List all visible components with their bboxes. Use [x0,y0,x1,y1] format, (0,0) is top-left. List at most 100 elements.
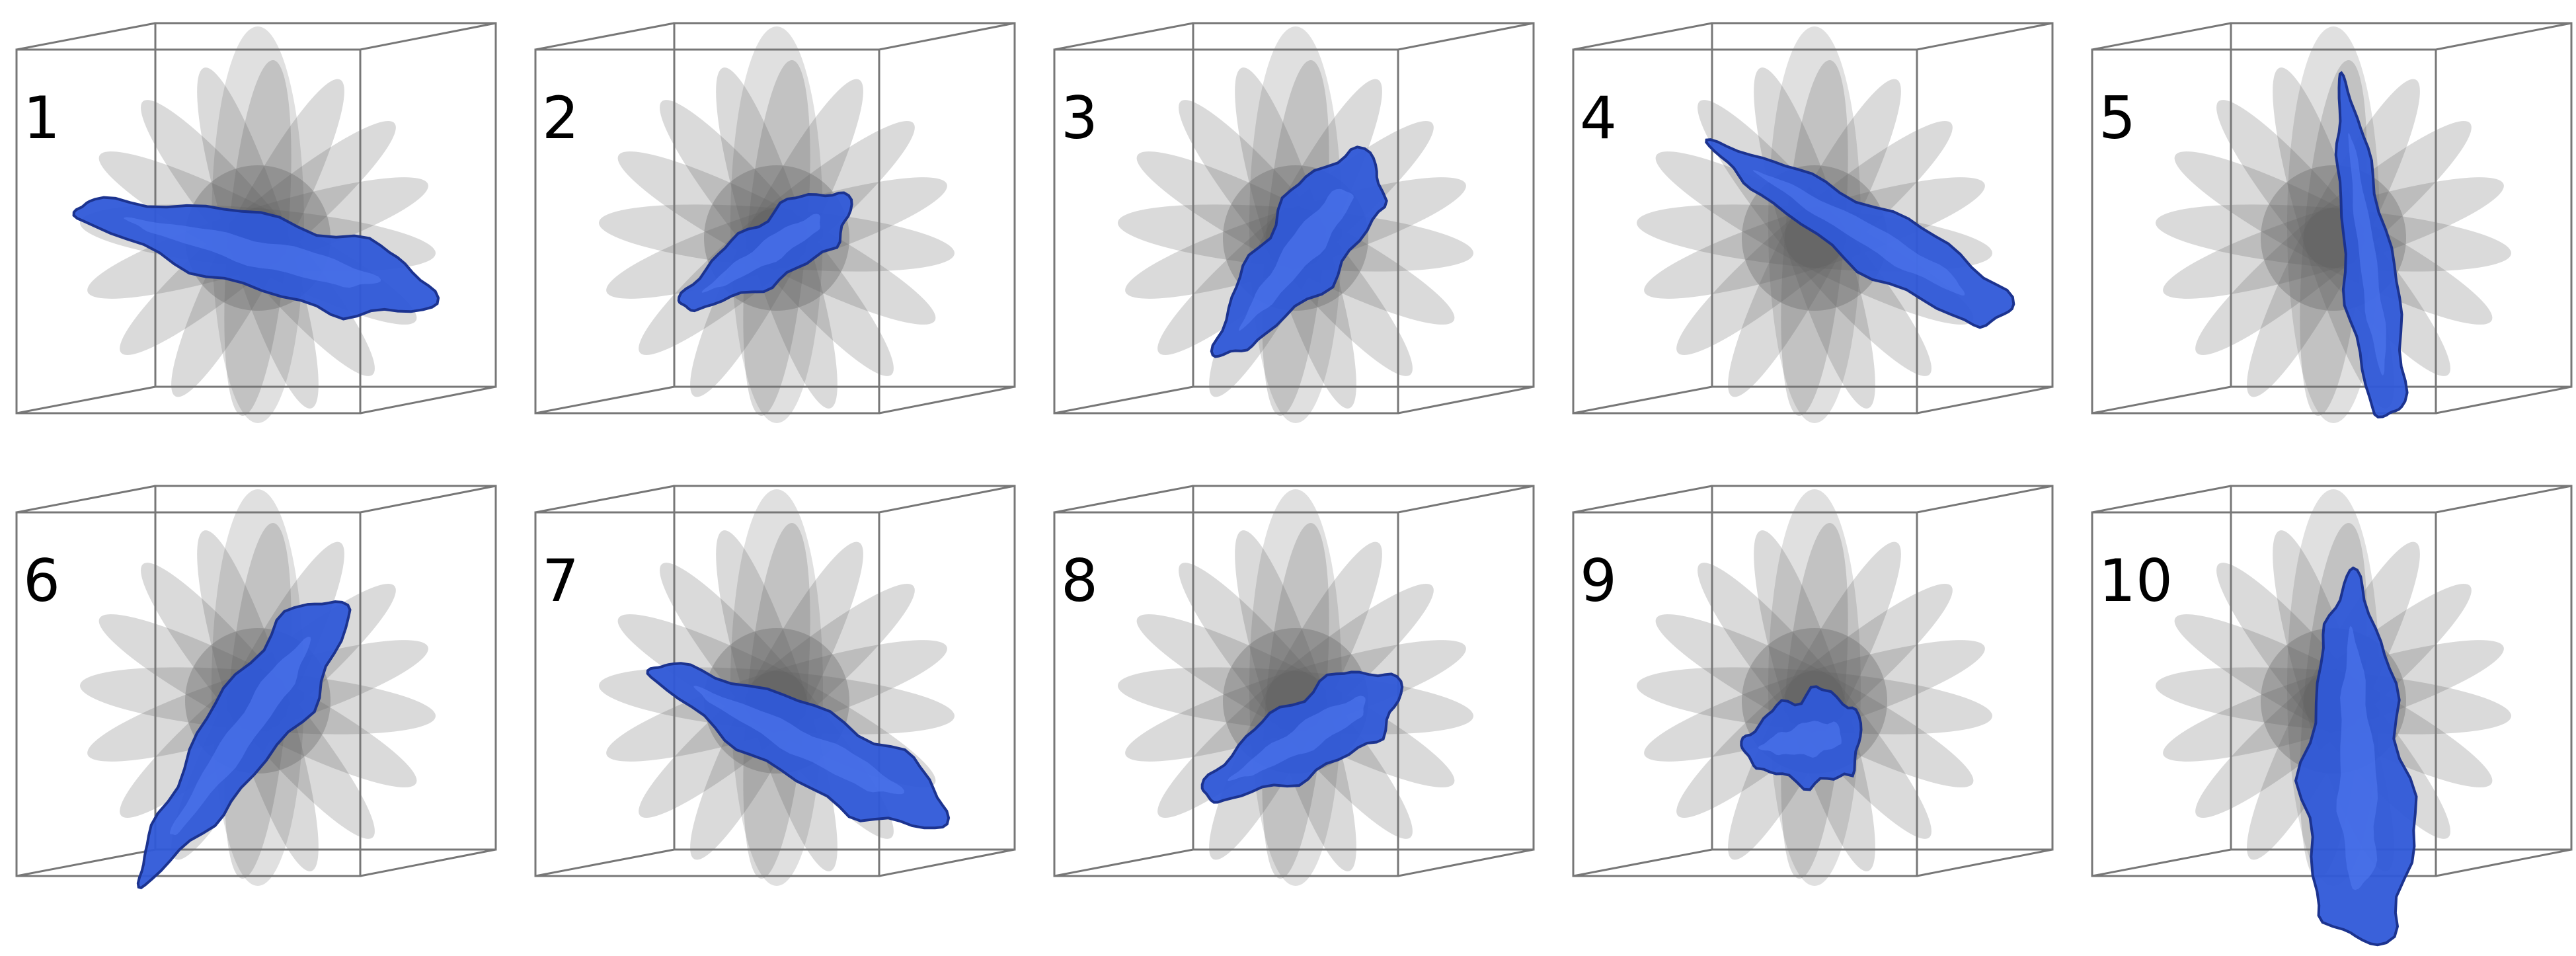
panel-label: 2 [542,84,579,152]
panel: 9 [1572,485,2054,886]
panel: 1 [15,22,497,423]
box [2091,485,2573,877]
box-edge [1054,485,1194,514]
box-edge [535,848,675,877]
box [1572,22,2054,415]
star-petal [1781,60,1848,417]
box [534,22,1016,415]
panel: 6 [15,485,497,890]
box [1572,485,2054,877]
star-petal [2155,204,2512,272]
blue-highlight [1753,170,1965,296]
panel-label: 9 [1580,547,1617,615]
box [534,485,1016,877]
box-edge [1573,848,1713,877]
box-edge [360,848,496,877]
star-petal [1136,614,1455,787]
box-edge [2435,485,2572,514]
panel-label: 4 [1580,84,1617,152]
blue-highlight [693,686,904,795]
blue-highlight [1758,721,1842,758]
box-edge [16,22,156,51]
box-edge [1397,485,1534,514]
box-edge [16,485,156,514]
box-edge [535,485,675,514]
star-petal [1728,79,1901,397]
box-edge [1916,848,2053,877]
star-petal [2195,121,2472,355]
box-edge [2435,848,2572,877]
box-edge [878,848,1015,877]
box-edge [2091,485,2232,514]
star-petal [1125,640,1466,762]
box-edge [535,385,675,415]
box-edge [360,485,496,514]
star-petal [1644,177,1985,299]
box-edge [1573,485,1713,514]
box [15,22,497,415]
box-edge [2091,385,2232,415]
box-edge [16,385,156,415]
box-edge [360,22,496,51]
panel-label: 10 [2099,547,2173,615]
box [1053,485,1535,877]
panel: 10 [2091,485,2573,947]
box [1053,22,1535,415]
box-edge [360,385,496,415]
panel: 7 [534,485,1016,886]
star-petal [1754,67,1875,409]
star-petal [1179,563,1413,839]
star-shape [1117,489,1474,886]
panel-label: 8 [1061,547,1098,615]
star-petal [1676,121,1953,355]
box-edge [535,22,675,51]
star-stem [1249,489,1342,886]
star-petal [1157,584,1434,818]
panel-label: 7 [542,547,579,615]
star-petal [1235,530,1356,871]
panel: 3 [1053,22,1535,423]
panel-label: 6 [23,547,60,615]
box-edge [1397,22,1534,51]
panel: 4 [1572,22,2054,423]
panel: 2 [534,22,1016,423]
panel: 8 [1053,485,1535,886]
blue-highlight [124,217,381,288]
blue-highlight [701,214,820,293]
panel: 5 [2091,22,2573,423]
box-edge [1054,848,1194,877]
box-edge [1573,385,1713,415]
panel-label: 3 [1061,84,1098,152]
box-edge [878,22,1015,51]
box-edge [1573,22,1713,51]
box-edge [1054,385,1194,415]
box-edge [16,848,156,877]
panel-label: 1 [23,84,60,152]
blue-highlight [2336,625,2378,891]
box-edge [2435,385,2572,415]
box-edge [1397,385,1534,415]
box-edge [1397,848,1534,877]
box-edge [1054,22,1194,51]
star-shape [2155,26,2512,423]
blue-highlight [170,637,311,836]
star-petal [1262,522,1329,879]
box [2091,22,2573,415]
star-petal [2163,177,2504,299]
panel-label: 5 [2099,84,2136,152]
star-petal [2174,151,2493,325]
box-edge [2435,22,2572,51]
star-stem [730,489,823,886]
blue-highlight [1239,188,1354,331]
box-edge [1916,385,2053,415]
star-petal [2247,79,2420,397]
box-edge [1916,485,2053,514]
blue-highlight [1228,696,1366,781]
box-edge [2091,22,2232,51]
box-edge [1916,22,2053,51]
box-edge [878,385,1015,415]
star-shape [598,489,955,886]
box [15,485,497,877]
